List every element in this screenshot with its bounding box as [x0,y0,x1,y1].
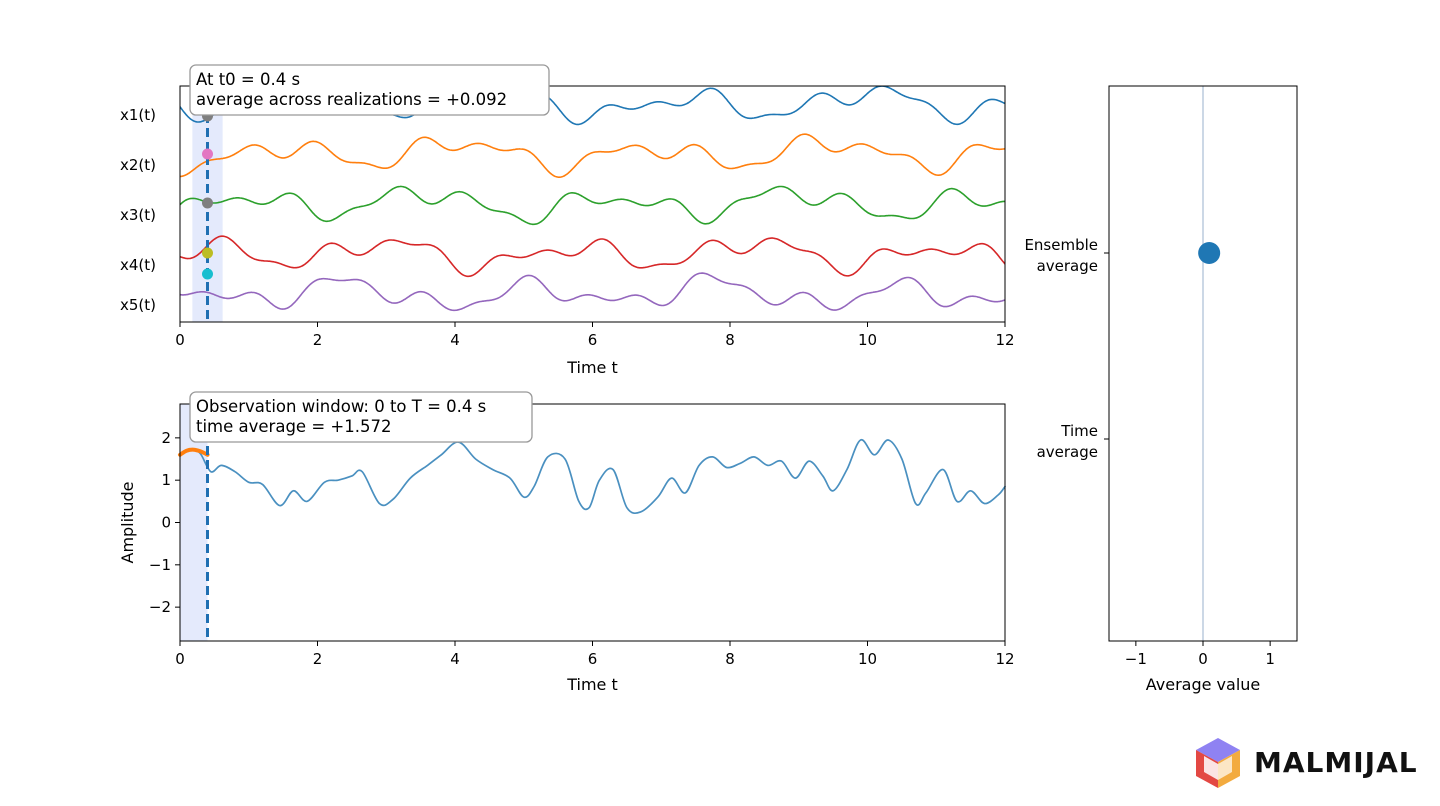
x-tick-label: 0 [1198,650,1208,668]
category-label-line2: average [1037,257,1098,275]
logo-text: MALMIJAL [1254,746,1418,779]
series-line [180,235,1005,278]
x-tick-label: 2 [313,331,323,349]
y-tick-label: −2 [149,598,171,616]
x-tick-label: 12 [995,331,1014,349]
annotation-box [189,64,550,116]
category-label-line2: average [1037,443,1098,461]
annotation-line-1: Observation window: 0 to T = 0.4 s [196,397,486,416]
x-tick-label: 0 [175,331,185,349]
x-tick-label: 2 [313,650,323,668]
x-tick-label: 8 [725,331,735,349]
average-point [1198,242,1221,264]
series-label: x1(t) [120,106,156,124]
x-tick-label: 10 [858,650,877,668]
series-label: x3(t) [120,206,156,224]
y-tick-label: −1 [149,556,171,574]
series-line [180,133,1005,178]
x-tick-label: 6 [588,650,598,668]
annotation-box [189,391,533,443]
x-tick-label: −1 [1125,650,1147,668]
x-tick-label: 12 [995,650,1014,668]
y-tick-label: 0 [161,514,171,532]
signal-line [179,439,1006,515]
sample-point [202,148,213,160]
annotation-line-1: At t0 = 0.4 s [196,70,300,89]
series-line [180,272,1005,312]
series-label: x2(t) [120,156,156,174]
annotation-line-2: time average = +1.572 [196,417,391,436]
cube-logo-icon [1196,738,1240,788]
y-tick-label: 1 [161,471,171,489]
x-tick-label: 0 [175,650,185,668]
annotation-line-2: average across realizations = +0.092 [196,90,507,109]
x-tick-label: 6 [588,331,598,349]
category-label-line1: Ensemble [1024,236,1098,254]
x-tick-label: 8 [725,650,735,668]
x-tick-label: 10 [858,331,877,349]
x-axis-label: Time t [566,675,618,694]
brand-logo: MALMIJAL [1190,734,1420,794]
series-label: x5(t) [120,296,156,314]
y-tick-label: 2 [161,429,171,447]
window-segment [178,447,210,457]
x-axis-label: Average value [1146,675,1261,694]
sample-point [202,197,213,209]
window-band [180,404,208,641]
y-axis-label: Amplitude [118,482,137,564]
sample-point [202,247,213,259]
x-tick-label: 4 [450,650,460,668]
x-axis-label: Time t [566,358,618,377]
series-line [180,185,1005,226]
ensemble-panel: x1(t) x2(t) x3(t) x4(t) x5(t) 0 2 4 6 8 10 12 Time t… [120,64,1015,377]
sample-point [202,268,213,280]
series-label: x4(t) [120,256,156,274]
x-tick-label: 4 [450,331,460,349]
category-label-line1: Time [1060,422,1098,440]
x-tick-label: 1 [1265,650,1275,668]
axes-frame [179,85,1006,323]
